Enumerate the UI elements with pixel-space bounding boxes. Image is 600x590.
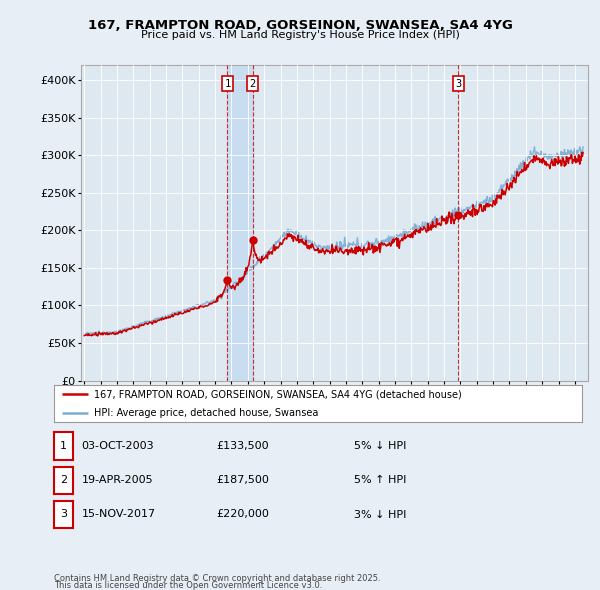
Text: 15-NOV-2017: 15-NOV-2017 bbox=[82, 510, 156, 519]
Bar bbox=[227, 65, 253, 381]
Text: Contains HM Land Registry data © Crown copyright and database right 2025.: Contains HM Land Registry data © Crown c… bbox=[54, 574, 380, 583]
Text: 2: 2 bbox=[60, 476, 67, 485]
Text: HPI: Average price, detached house, Swansea: HPI: Average price, detached house, Swan… bbox=[94, 408, 318, 418]
Text: 167, FRAMPTON ROAD, GORSEINON, SWANSEA, SA4 4YG: 167, FRAMPTON ROAD, GORSEINON, SWANSEA, … bbox=[88, 19, 512, 32]
Text: 03-OCT-2003: 03-OCT-2003 bbox=[82, 441, 154, 451]
Text: 1: 1 bbox=[60, 441, 67, 451]
Text: 3% ↓ HPI: 3% ↓ HPI bbox=[354, 510, 406, 519]
Text: 167, FRAMPTON ROAD, GORSEINON, SWANSEA, SA4 4YG (detached house): 167, FRAMPTON ROAD, GORSEINON, SWANSEA, … bbox=[94, 389, 461, 399]
Text: £133,500: £133,500 bbox=[216, 441, 269, 451]
Text: 5% ↑ HPI: 5% ↑ HPI bbox=[354, 476, 406, 485]
Text: This data is licensed under the Open Government Licence v3.0.: This data is licensed under the Open Gov… bbox=[54, 581, 322, 590]
Text: 5% ↓ HPI: 5% ↓ HPI bbox=[354, 441, 406, 451]
Text: 19-APR-2005: 19-APR-2005 bbox=[82, 476, 153, 485]
Text: 3: 3 bbox=[455, 78, 461, 88]
Text: 2: 2 bbox=[250, 78, 256, 88]
Text: £220,000: £220,000 bbox=[216, 510, 269, 519]
Text: 3: 3 bbox=[60, 510, 67, 519]
Text: £187,500: £187,500 bbox=[216, 476, 269, 485]
Text: 1: 1 bbox=[224, 78, 230, 88]
Text: Price paid vs. HM Land Registry's House Price Index (HPI): Price paid vs. HM Land Registry's House … bbox=[140, 30, 460, 40]
